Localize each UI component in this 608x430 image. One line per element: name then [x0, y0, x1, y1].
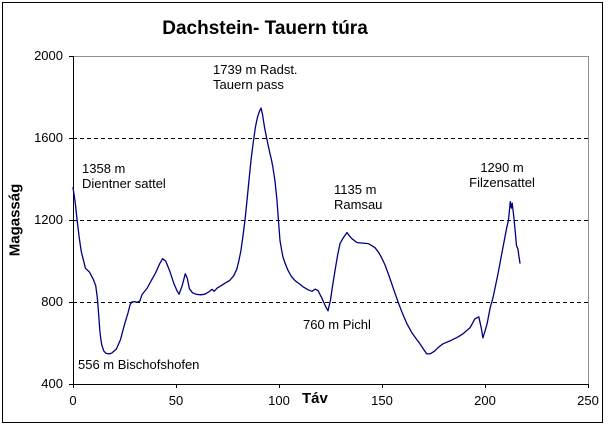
annotation-bischofshofen: 556 m Bischofshofen	[78, 357, 199, 372]
annotation-ramsau-line: 1135 m	[334, 182, 377, 197]
annotation-radst-line: Tauern pass	[213, 77, 284, 92]
annotation-ramsau: 1135 m Ramsau	[334, 182, 382, 212]
annotation-radst-line: 1739 m Radst.	[213, 62, 298, 77]
annotation-filzensattel: 1290 m Filzensattel	[469, 160, 535, 190]
x-tick-label-100: 100	[268, 393, 290, 408]
y-tick-label-2000: 2000	[34, 48, 63, 63]
annotation-filzensattel-line: Filzensattel	[469, 175, 535, 190]
chart-frame	[2, 2, 603, 423]
annotation-bischofshofen-line: 556 m Bischofshofen	[78, 357, 200, 372]
annotation-pichl-line: 760 m Pichl	[303, 317, 371, 332]
annotation-dientner-line: Dientner sattel	[82, 176, 166, 191]
annotation-dientner: 1358 m Dientner sattel	[82, 161, 166, 191]
x-tick-label-0: 0	[69, 393, 76, 408]
annotation-pichl: 760 m Pichl	[303, 317, 371, 332]
x-tick-label-200: 200	[474, 393, 496, 408]
annotation-filzensattel-line: 1290 m	[480, 160, 524, 175]
y-tick-label-400: 400	[41, 376, 63, 391]
annotation-dientner-line: 1358 m	[82, 161, 126, 176]
x-tick-label-250: 250	[577, 393, 599, 408]
annotation-ramsau-line: Ramsau	[334, 197, 383, 212]
y-tick-label-1200: 1200	[34, 212, 63, 227]
chart-title: Dachstein- Tauern túra	[162, 18, 368, 39]
y-tick-label-1600: 1600	[34, 130, 63, 145]
y-tick-label-800: 800	[41, 294, 63, 309]
annotation-radst: 1739 m Radst. Tauern pass	[213, 62, 298, 92]
elevation-line	[72, 107, 521, 355]
x-tick-label-50: 50	[169, 393, 183, 408]
x-tick-label-150: 150	[371, 393, 393, 408]
x-axis-title: Táv	[302, 390, 328, 407]
